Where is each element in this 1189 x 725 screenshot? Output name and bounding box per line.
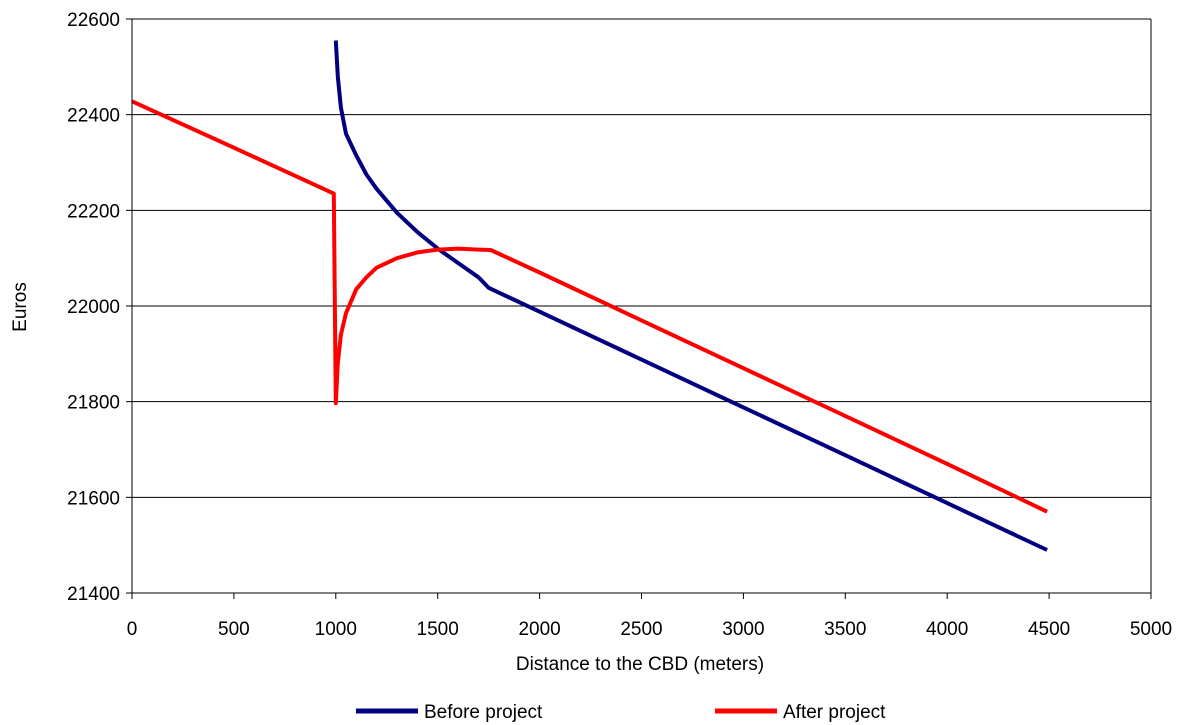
x-tick-label: 2000: [518, 619, 560, 640]
x-tick-label: 500: [218, 619, 250, 640]
x-tick-label: 2500: [620, 619, 662, 640]
x-axis-title: Distance to the CBD (meters): [516, 654, 764, 675]
gridlines: [132, 18, 1151, 498]
y-tick-label: 22400: [67, 106, 120, 127]
axis-ticks: 21400 21600 21800 22000 22200 22400 22600 0 500 1…: [67, 10, 1172, 640]
x-tick-label: 5000: [1130, 619, 1172, 640]
y-tick-label: 22200: [67, 201, 120, 222]
x-tick-label: 0: [127, 619, 138, 640]
y-tick-label: 21600: [67, 488, 120, 509]
y-axis-title: Euros: [10, 282, 31, 332]
y-tick-label: 21800: [67, 393, 120, 414]
y-tick-label: 21400: [67, 584, 120, 605]
legend-label: Before project: [424, 702, 543, 723]
x-tick-label: 4500: [1028, 619, 1070, 640]
legend: Before project After project: [356, 702, 886, 723]
x-tick-label: 1000: [315, 619, 357, 640]
x-tick-label: 3500: [824, 619, 866, 640]
y-tick-label: 22600: [67, 10, 120, 31]
series-line-before-project: [333, 40, 1048, 552]
x-tick-label: 1500: [417, 619, 459, 640]
series-line-after-project: [131, 99, 1048, 514]
x-tick-label: 4000: [926, 619, 968, 640]
y-tick-label: 22000: [67, 297, 120, 318]
x-tick-label: 3000: [722, 619, 764, 640]
legend-label: After project: [783, 702, 886, 723]
series-lines: [131, 40, 1048, 552]
